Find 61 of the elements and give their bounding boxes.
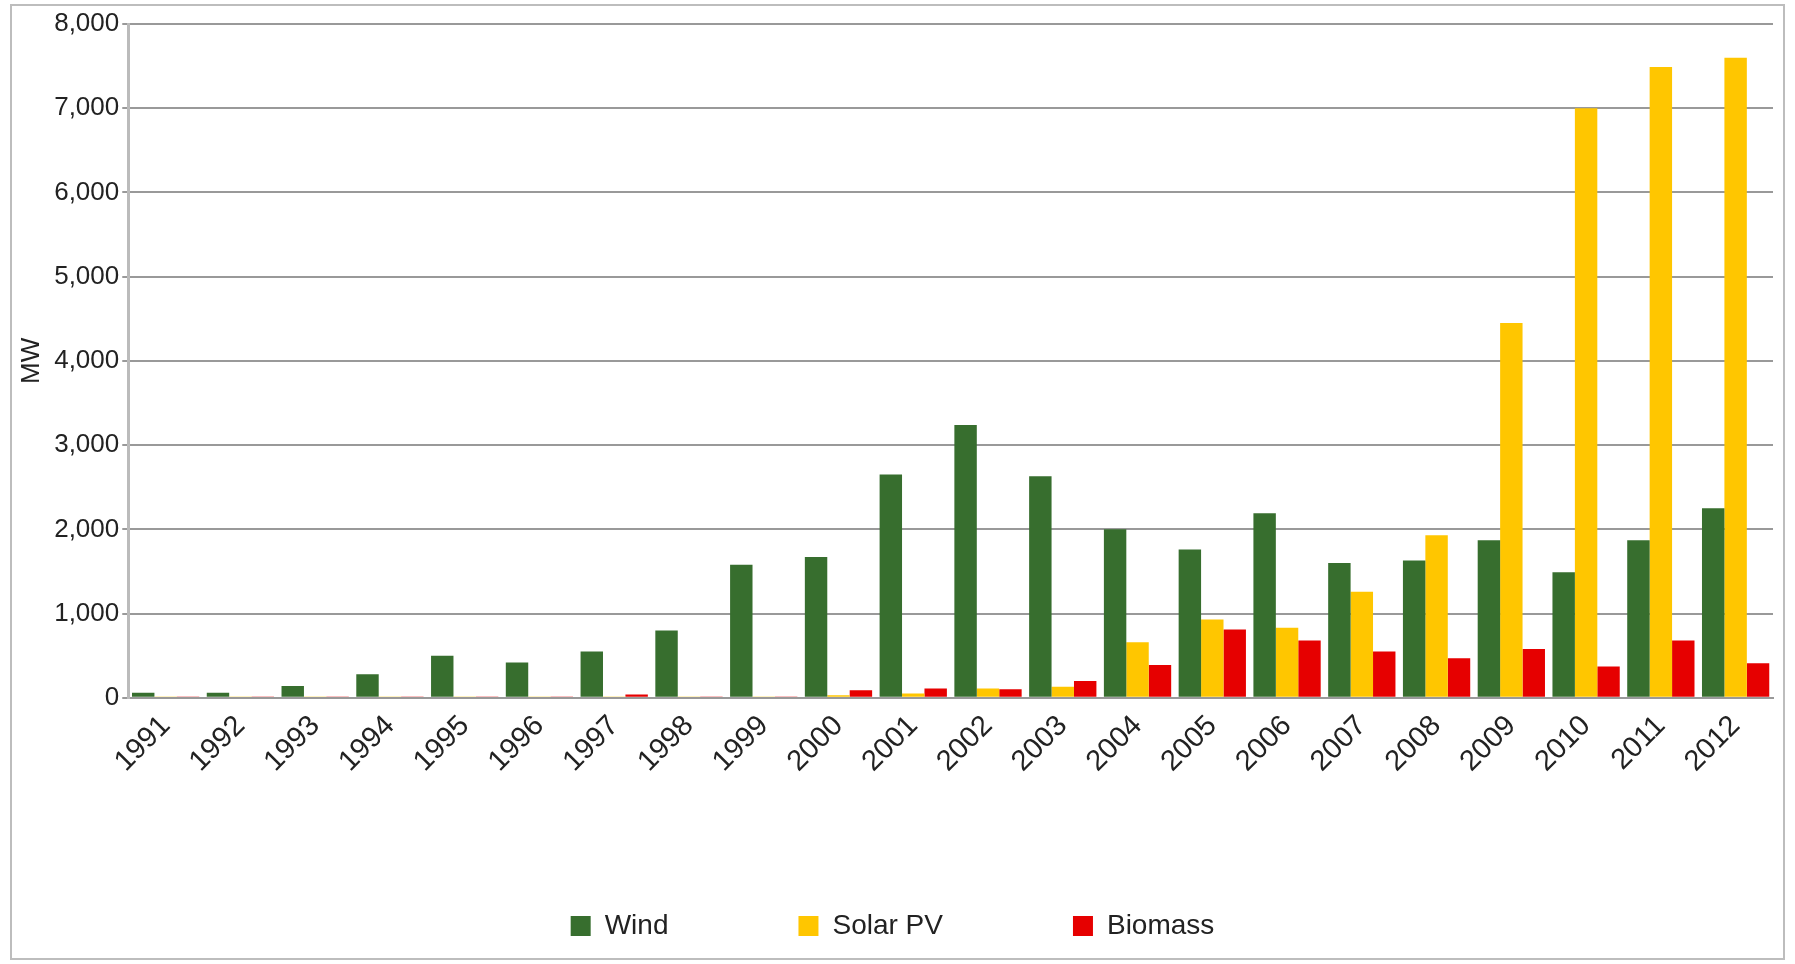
bar (1201, 619, 1224, 697)
y-tick-label: 5,000 (54, 259, 120, 290)
bar (1701, 508, 1725, 697)
bar (849, 690, 873, 697)
bar (1724, 57, 1747, 697)
bar (1746, 663, 1770, 697)
bar (655, 630, 678, 697)
bar (281, 685, 304, 697)
bar (1298, 640, 1321, 697)
legend-label: Biomass (1106, 908, 1215, 940)
bar (1126, 642, 1149, 697)
bar (1373, 651, 1396, 697)
bar (1574, 108, 1598, 697)
bar (999, 689, 1022, 697)
bar (924, 688, 947, 697)
bar (1275, 627, 1299, 697)
bar (1477, 540, 1501, 697)
bar (505, 662, 529, 697)
bar (356, 674, 379, 697)
bar (1051, 686, 1074, 697)
bar (1223, 629, 1246, 697)
y-tick-label: 3,000 (54, 428, 120, 459)
bar (1627, 540, 1650, 697)
bar (1425, 535, 1448, 697)
bar (1103, 529, 1127, 697)
bar (206, 692, 230, 697)
y-tick-label: 8,000 (54, 7, 120, 38)
bar (902, 693, 925, 697)
bar (431, 655, 454, 697)
y-tick-label: 1,000 (54, 596, 120, 627)
bar (580, 651, 603, 697)
y-axis-title: MW (14, 337, 45, 384)
bar (1649, 66, 1673, 697)
bar (1447, 658, 1471, 697)
bar (1029, 476, 1052, 697)
bar (1522, 648, 1545, 697)
bar (1350, 591, 1374, 697)
bar (976, 688, 1000, 697)
bar (1500, 322, 1523, 697)
bar (625, 694, 648, 697)
bar (1552, 572, 1575, 697)
y-tick-label: 2,000 (54, 512, 120, 543)
bar (804, 557, 828, 697)
bar (1672, 640, 1695, 697)
legend-label: Wind (604, 908, 669, 940)
bar (132, 692, 155, 697)
bar (1073, 680, 1097, 697)
bar (1148, 664, 1172, 697)
y-tick-label: 7,000 (54, 91, 120, 122)
bar (1328, 563, 1351, 697)
bar (1253, 513, 1276, 697)
bar (954, 424, 977, 697)
y-tick-label: 4,000 (54, 344, 120, 375)
bar (1597, 666, 1620, 697)
y-tick-label: 0 (104, 680, 120, 711)
y-tick-label: 6,000 (54, 175, 120, 206)
bar (1178, 549, 1202, 697)
legend-label: Solar PV (832, 908, 944, 940)
bar (1402, 560, 1426, 697)
bar (730, 564, 753, 697)
bar (879, 474, 903, 697)
